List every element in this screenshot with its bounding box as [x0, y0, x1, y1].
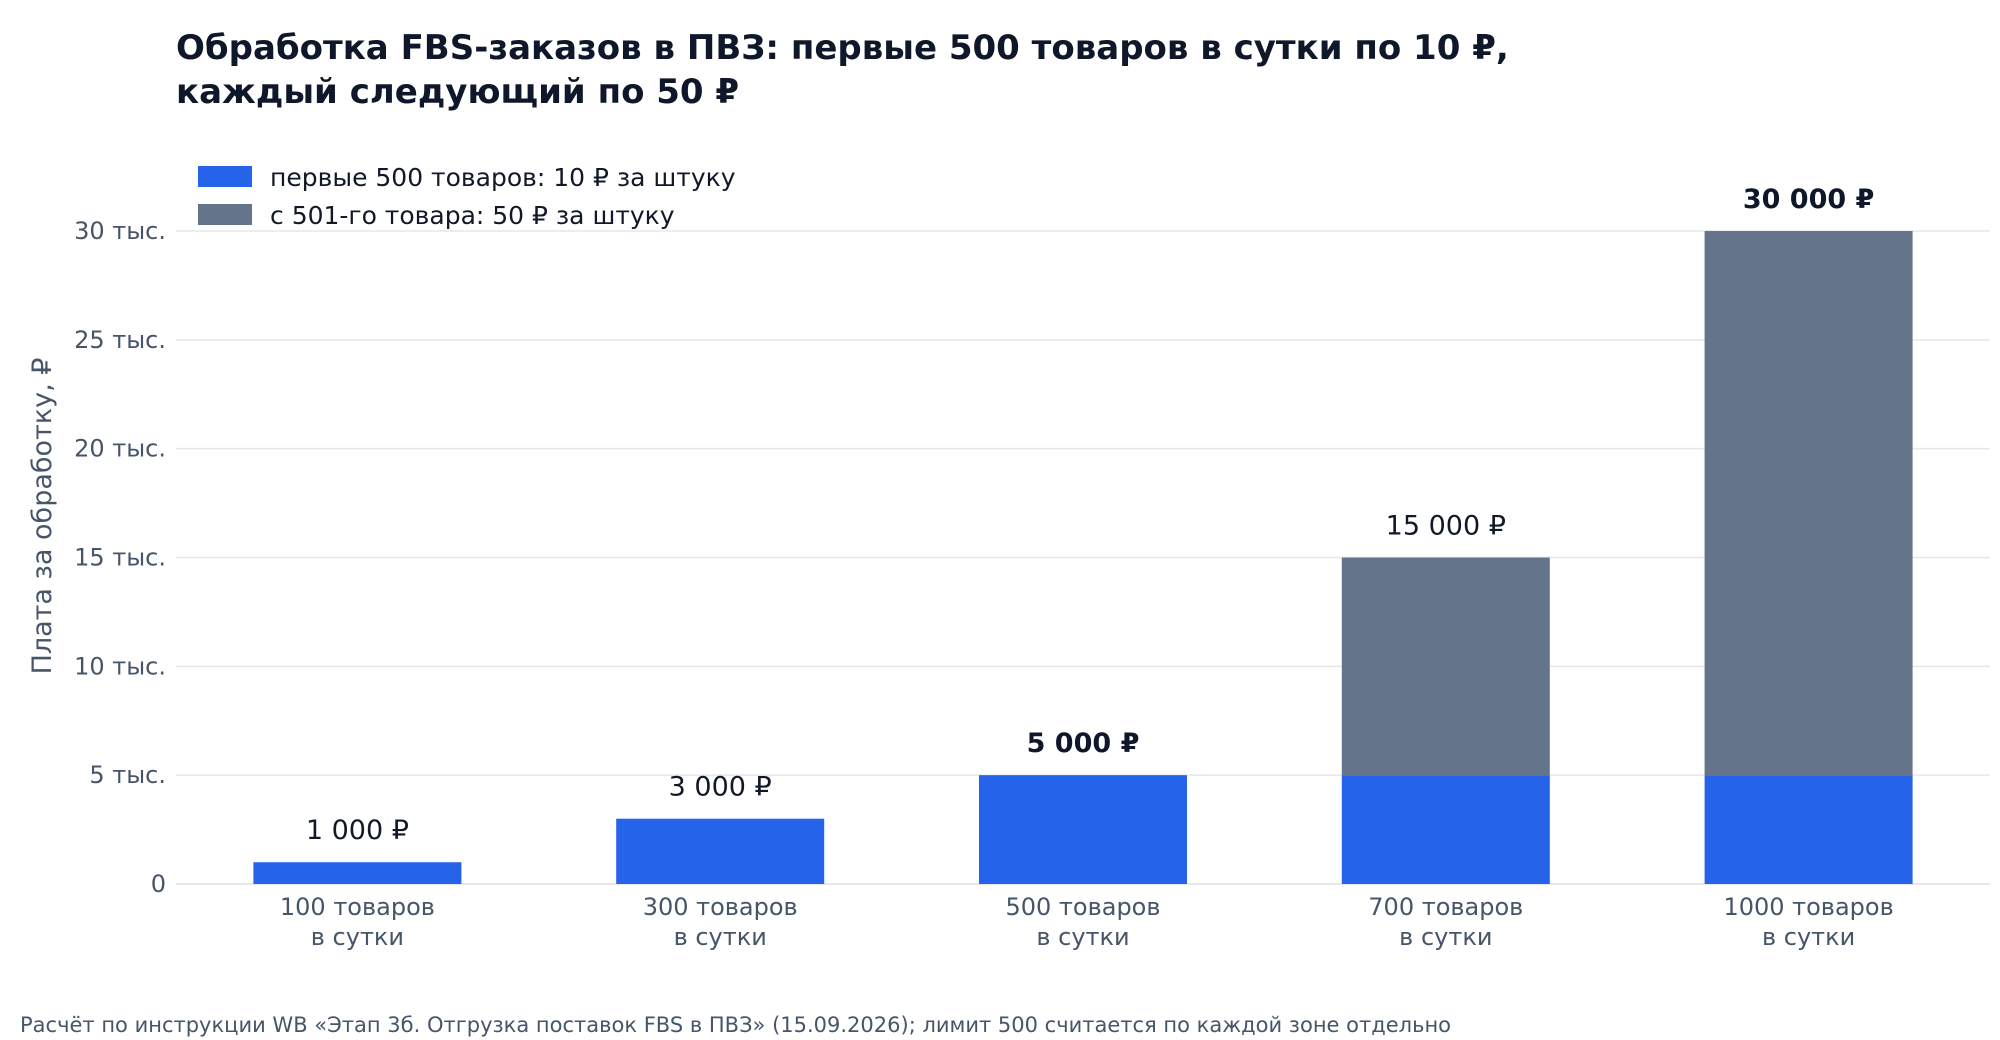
bars: [253, 231, 1913, 884]
y-tick-label: 25 тыс.: [74, 326, 166, 354]
x-tick-label: в сутки: [311, 923, 404, 951]
legend-swatch-first-tier: [198, 166, 252, 187]
y-tick-label: 5 тыс.: [89, 761, 166, 789]
y-tick-label: 0: [151, 870, 166, 898]
legend-label-second-tier: с 501-го товара: 50 ₽ за штуку: [270, 201, 675, 230]
bar-total-label: 1 000 ₽: [306, 815, 409, 846]
bar-segment-first-tier: [1341, 775, 1550, 884]
x-tick-label: 300 товаров: [643, 893, 798, 921]
legend: первые 500 товаров: 10 ₽ за штуку с 501-…: [198, 163, 736, 230]
legend-swatch-second-tier: [198, 204, 252, 225]
y-tick-label: 10 тыс.: [74, 652, 166, 680]
y-axis-label: Плата за обработку, ₽: [27, 358, 58, 675]
bar-total-label: 30 000 ₽: [1743, 184, 1875, 215]
bar-segment-second-tier: [1341, 557, 1550, 776]
legend-label-first-tier: первые 500 товаров: 10 ₽ за штуку: [270, 163, 736, 192]
x-tick-label: в сутки: [1036, 923, 1129, 951]
x-tick-label: 1000 товаров: [1723, 893, 1893, 921]
x-tick-label: 100 товаров: [280, 893, 435, 921]
x-tick-label: в сутки: [1399, 923, 1492, 951]
y-axis-ticks: 0 5 тыс. 10 тыс. 15 тыс. 20 тыс. 25 тыс. 30 ты…: [74, 217, 166, 898]
chart-title-line-2: каждый следующий по 50 ₽: [176, 72, 739, 112]
bar-segment-first-tier: [979, 775, 1187, 884]
y-tick-label: 20 тыс.: [74, 435, 166, 463]
bar-segment-second-tier: [1704, 231, 1913, 776]
data-labels: 1 000 ₽ 3 000 ₽ 5 000 ₽ 15 000 ₽ 30 000 ₽: [306, 184, 1874, 846]
bar-segment-first-tier: [1704, 775, 1913, 884]
bar-segment-first-tier: [616, 818, 825, 884]
gridlines: [176, 230, 1990, 885]
y-tick-label: 30 тыс.: [74, 217, 166, 245]
x-tick-label: в сутки: [1762, 923, 1855, 951]
x-tick-label: 500 товаров: [1005, 893, 1160, 921]
bar-total-label: 15 000 ₽: [1386, 511, 1506, 542]
x-tick-label: 700 товаров: [1368, 893, 1523, 921]
bar-segment-first-tier: [253, 862, 462, 884]
y-tick-label: 15 тыс.: [74, 544, 166, 572]
footnote: Расчёт по инструкции WB «Этап 3б. Отгруз…: [20, 1013, 1451, 1037]
bar-total-label: 3 000 ₽: [669, 772, 772, 803]
chart-title-line-1: Обработка FBS-заказов в ПВЗ: первые 500 …: [176, 28, 1509, 68]
x-tick-label: в сутки: [674, 923, 767, 951]
bar-total-label: 5 000 ₽: [1027, 728, 1140, 759]
